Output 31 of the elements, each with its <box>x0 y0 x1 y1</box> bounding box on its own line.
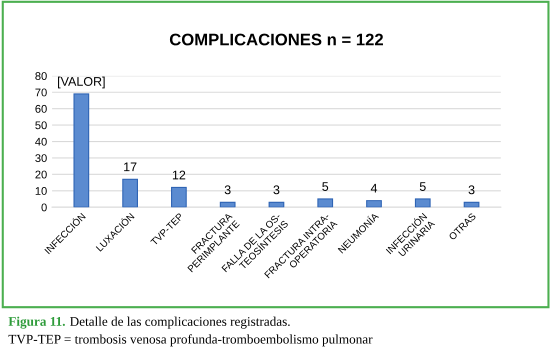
bar <box>220 202 236 208</box>
chart-title: COMPLICACIONES n = 122 <box>170 34 383 46</box>
data-label: 3 <box>273 185 280 194</box>
bar <box>122 178 138 208</box>
data-label: 3 <box>468 185 474 194</box>
y-tick-label: 30 <box>35 154 47 162</box>
text: TVP-TEP = trombosis venosa profunda-tromboembolismo pulmonar <box>8 334 372 346</box>
data-label: 5 <box>322 182 328 191</box>
text: Figura 11. <box>8 316 65 329</box>
data-label: 17 <box>124 162 136 172</box>
y-tick-label: 40 <box>35 138 47 146</box>
text: Detalle de las complicaciones registradas. <box>70 316 290 329</box>
y-tick-label: 80 <box>35 72 47 80</box>
data-label: 4 <box>370 184 378 192</box>
bar <box>464 202 480 208</box>
bar <box>366 200 382 208</box>
y-tick-label: 60 <box>35 104 47 113</box>
data-label: 12 <box>172 170 186 180</box>
data-label: 5 <box>420 182 426 191</box>
y-tick-label: 0 <box>41 203 47 212</box>
bar <box>317 198 334 208</box>
y-tick-label: 20 <box>35 170 47 178</box>
data-label: [VALOR] <box>58 76 105 88</box>
bar <box>171 186 187 208</box>
data-label: 3 <box>224 185 231 194</box>
y-tick-label: 10 <box>36 187 47 195</box>
bar <box>414 198 431 208</box>
y-tick-label: 50 <box>35 121 47 130</box>
bar <box>73 93 90 208</box>
y-tick-label: 70 <box>35 88 47 96</box>
bar <box>268 202 284 208</box>
